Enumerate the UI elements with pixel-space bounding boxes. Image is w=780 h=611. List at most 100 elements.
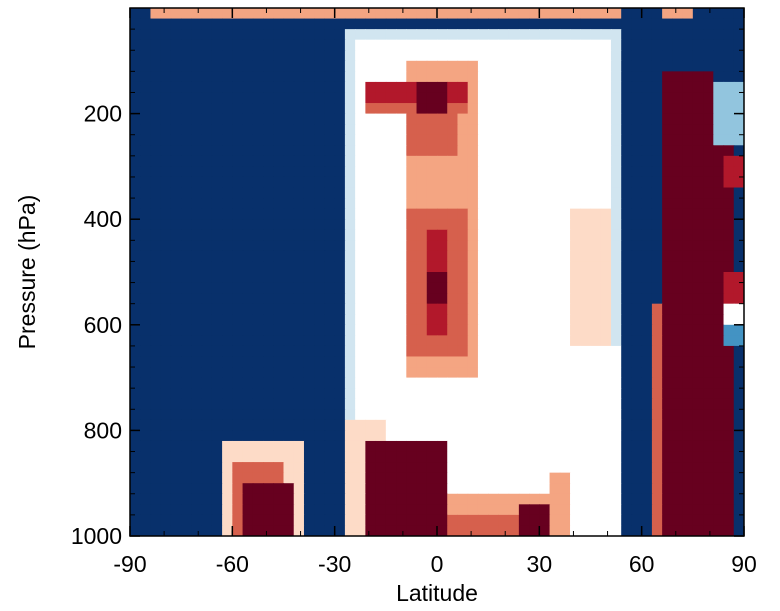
heatmap-cell (170, 419, 182, 431)
heatmap-cell (232, 155, 244, 167)
heatmap-cell (232, 345, 244, 358)
heatmap-cell (324, 261, 336, 273)
heatmap-cell (344, 198, 356, 210)
heatmap-cell (334, 409, 346, 421)
heatmap-cell (682, 60, 694, 72)
heatmap-cell (621, 187, 633, 199)
heatmap-cell (355, 493, 366, 505)
heatmap-cell (477, 113, 489, 125)
heatmap-cell (549, 261, 561, 273)
heatmap-cell (610, 60, 622, 72)
heatmap-cell (201, 60, 213, 72)
heatmap-cell (488, 50, 499, 62)
heatmap-cell (303, 81, 315, 94)
y-tick-label: 200 (84, 101, 122, 127)
heatmap-cell (293, 29, 305, 41)
heatmap-cell (508, 483, 520, 495)
heatmap-cell (375, 166, 387, 178)
heatmap-cell (406, 430, 418, 442)
heatmap-cell (324, 92, 336, 104)
heatmap-cell (713, 483, 725, 495)
heatmap-cell (723, 8, 735, 20)
heatmap-cell (457, 60, 469, 72)
heatmap-cell (508, 356, 520, 368)
heatmap-cell (539, 103, 551, 115)
heatmap-cell (222, 124, 233, 136)
heatmap-cell (211, 145, 223, 157)
heatmap-cell (396, 124, 407, 136)
heatmap-cell (130, 229, 141, 241)
heatmap-cell (150, 440, 162, 453)
heatmap-cell (692, 229, 704, 241)
heatmap-cell (242, 293, 254, 305)
heatmap-cell (222, 92, 233, 104)
heatmap-cell (457, 113, 469, 125)
heatmap-cell (682, 81, 694, 94)
heatmap-cell (559, 103, 571, 115)
heatmap-cell (703, 39, 714, 51)
heatmap-cell (437, 71, 448, 83)
heatmap-cell (498, 113, 510, 125)
heatmap-cell (498, 409, 510, 421)
heatmap-cell (580, 324, 592, 336)
heatmap-cell (273, 124, 285, 136)
heatmap-cell (570, 483, 581, 495)
heatmap-cell (283, 377, 295, 389)
heatmap-cell (396, 81, 407, 94)
heatmap-cell (222, 493, 233, 505)
heatmap-cell (610, 219, 622, 231)
heatmap-cell (170, 430, 182, 442)
heatmap-cell (140, 419, 152, 431)
heatmap-cell (211, 377, 223, 389)
heatmap-cell (181, 419, 192, 431)
heatmap-cell (559, 335, 571, 347)
heatmap-cell (682, 39, 694, 51)
heatmap-cell (416, 409, 428, 421)
heatmap-cell (529, 176, 540, 189)
heatmap-cell (600, 155, 612, 167)
heatmap-cell (508, 39, 520, 51)
heatmap-cell (355, 18, 366, 30)
heatmap-cell (723, 39, 735, 51)
heatmap-cell (662, 240, 673, 252)
heatmap-cell (160, 430, 172, 442)
heatmap-cell (447, 29, 459, 41)
heatmap-cell (723, 250, 735, 263)
heatmap-cell (662, 335, 673, 347)
heatmap-cell (396, 398, 407, 410)
heatmap-cell (426, 335, 438, 347)
heatmap-cell (733, 324, 744, 336)
heatmap-cell (703, 229, 714, 241)
heatmap-cell (303, 303, 315, 315)
heatmap-cell (437, 176, 448, 189)
heatmap-cell (140, 145, 152, 157)
heatmap-cell (314, 282, 326, 294)
heatmap-cell (416, 398, 428, 410)
heatmap-cell (621, 134, 633, 146)
heatmap-cell (651, 272, 663, 284)
heatmap-cell (703, 462, 714, 474)
heatmap-cell (662, 367, 673, 379)
heatmap-cell (416, 81, 428, 94)
heatmap-cell (242, 198, 254, 210)
heatmap-cell (252, 103, 264, 115)
heatmap-cell (181, 356, 192, 368)
heatmap-cell (539, 345, 551, 358)
heatmap-cell (733, 514, 744, 527)
heatmap-cell (703, 525, 714, 536)
heatmap-cell (508, 208, 520, 220)
heatmap-cell (191, 272, 203, 284)
heatmap-cell (181, 345, 192, 358)
heatmap-cell (293, 176, 305, 189)
heatmap-cell (713, 525, 725, 536)
heatmap-cell (140, 440, 152, 453)
heatmap-cell (273, 219, 285, 231)
heatmap-cell (263, 514, 274, 527)
heatmap-cell (631, 219, 643, 231)
heatmap-cell (498, 377, 510, 389)
heatmap-cell (549, 208, 561, 220)
heatmap-cell (467, 18, 479, 30)
heatmap-cell (426, 388, 438, 400)
heatmap-cell (529, 261, 540, 273)
